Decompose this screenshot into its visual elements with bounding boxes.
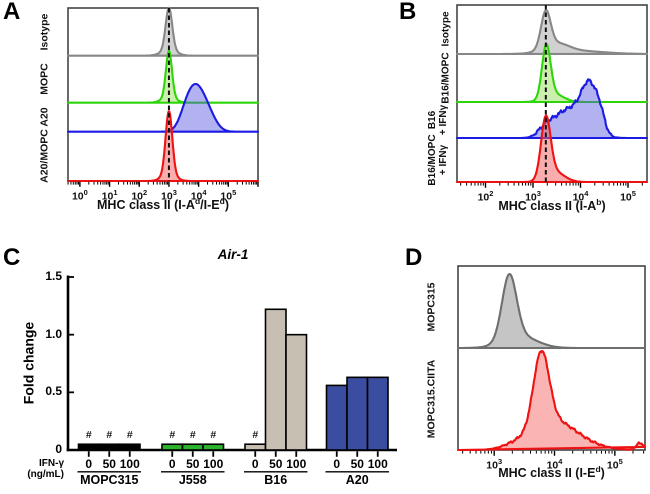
panel-a-histogram-curve-0: [66, 6, 260, 57]
panel-c-dose-label: 100: [286, 457, 307, 471]
panel-d-plot-border: [457, 265, 646, 451]
panel-c-dose-label: 50: [269, 457, 283, 471]
panel-c-dose-label: 100: [119, 457, 140, 471]
panel-a-x-tick-label-10e3: 103: [161, 187, 177, 203]
panel-b-histogram-curve-1: [455, 43, 649, 104]
panel-c-below-detection-hash: #: [85, 429, 92, 442]
panel-d-letter: D: [405, 244, 423, 271]
panel-b-histogram-curve-0: [455, 9, 649, 56]
panel-a-x-tick-label-10e1: 101: [101, 187, 118, 203]
panel-c-group-label: B16: [264, 473, 288, 487]
panel-c-bar-MOPC315-0: [77, 443, 100, 451]
panel-d-x-axis-label: MHC class II (I-Ed): [458, 464, 645, 480]
panel-c-dose-label: 50: [186, 457, 200, 471]
panel-c-group-label: A20: [345, 473, 369, 487]
panel-b-histogram-curve-2: [455, 78, 649, 140]
panel-d-histogram-curve-1: [456, 350, 647, 452]
panel-a-xlabel-text: MHC class II (I-A: [97, 198, 195, 213]
panel-c-bar-MOPC315-100: [118, 443, 141, 451]
panel-b-x-axis-label: MHC class II (I-Ab): [457, 197, 647, 213]
panel-c-dose-label: 0: [251, 457, 259, 471]
panel-c-below-detection-hash: #: [169, 429, 176, 442]
panel-c-bar-B16-0: [244, 443, 267, 451]
panel-d-x-tick-label-10e5: 105: [606, 456, 623, 472]
panel-c-bar-J558-100: [202, 443, 225, 451]
panel-c-below-detection-hash: #: [252, 429, 259, 442]
panel-d-histogram-curve-0: [456, 272, 647, 350]
panel-a-letter: A: [3, 0, 21, 25]
panel-b-x-tick-label-10e4: 104: [572, 188, 589, 204]
panel-c-bar-J558-50: [181, 443, 204, 451]
panel-c-dose-label: 100: [203, 457, 224, 471]
panel-c-y-tick-label: 0.5: [45, 384, 62, 399]
panel-c-y-tick-label: 0: [55, 442, 62, 456]
panel-c-bar-A20-50: [346, 376, 369, 451]
panel-a-x-tick-label-10e2: 102: [131, 187, 148, 203]
panel-b-x-tick-label-10e3: 103: [525, 188, 541, 204]
panel-d-xlabel-sup1: d: [595, 464, 601, 474]
panel-c-dose-label: 50: [102, 457, 116, 471]
panel-a-histogram-curve-1: [66, 49, 260, 104]
panel-c-title: Air-1: [217, 247, 249, 262]
panel-c-dose-label: 50: [350, 457, 364, 471]
panel-c-y-tick-label: 1.0: [45, 326, 62, 341]
panel-c-bar-B16-50: [264, 308, 287, 451]
panel-b-histogram-curve-3: [455, 114, 649, 184]
panel-a-row-label-a20: A20: [38, 107, 51, 127]
panel-a-x-tick-label-10e4: 104: [190, 187, 207, 203]
panel-b-x-tick-label-10e2: 102: [477, 188, 494, 204]
panel-c-bar-A20-0: [325, 384, 348, 451]
panel-c-below-detection-hash: #: [106, 429, 113, 442]
panel-c-group-label: J558: [178, 473, 207, 487]
panel-c-dose-label: 0: [333, 457, 341, 471]
panel-d-xlabel-post: ): [600, 466, 605, 481]
panel-a-histogram-curve-2: [66, 82, 260, 133]
panel-a-xlabel-post: ): [224, 198, 229, 213]
panel-c-letter: C: [3, 244, 21, 271]
panel-a-xlabel-mid: /I-E: [200, 198, 220, 213]
panel-b-row-label-b16mopc-ifng: B16/MOPC + IFNγ: [427, 134, 449, 186]
panel-b-xlabel-text: MHC class II (I-A: [498, 199, 597, 214]
panel-c-below-detection-hash: #: [189, 429, 196, 442]
panel-b-x-tick-label-10e5: 105: [620, 188, 636, 204]
panel-c-y-tick-label: 1.5: [45, 269, 62, 283]
panel-c-bar-A20-100: [366, 376, 389, 451]
panel-c-dose-label: 0: [85, 457, 93, 471]
panel-a-row-label-mopc: MOPC: [38, 63, 51, 95]
panel-a-row-label-a20mopc: A20/MOPC: [38, 129, 51, 183]
panel-b-xlabel-post: ): [601, 199, 606, 214]
panel-c-bar-J558-0: [161, 443, 184, 451]
panel-b-xlabel-sup1: b: [596, 197, 602, 207]
panel-c-bar-MOPC315-50: [98, 443, 121, 451]
panel-a-x-axis-label: MHC class II (I-Ad/I-Ed): [58, 196, 268, 212]
panel-a-x-tick-label-10e0: 100: [71, 187, 88, 203]
panel-d-x-tick-label-10e4: 104: [546, 456, 563, 472]
panel-a-xlabel-sup1: d: [194, 196, 201, 206]
panel-c-group-label: MOPC315: [80, 473, 139, 487]
panel-c-below-detection-hash: #: [210, 429, 217, 442]
panel-b-row-label-isotype: Isotype: [440, 11, 452, 47]
panel-a-xlabel-sup2: d: [219, 196, 225, 206]
panel-c-dose-label: 0: [168, 457, 176, 471]
panel-c-bar-B16-100: [285, 333, 308, 451]
panel-d-x-tick-label-10e3: 103: [486, 456, 503, 472]
panel-d-xlabel-text: MHC class II (I-E: [498, 466, 596, 481]
panel-a-x-tick-label-10e5: 105: [220, 187, 237, 203]
panel-d-row-label-mopc315ciita: MOPC315.CIITA: [425, 359, 438, 439]
panel-a-row-label-isotype: Isotype: [38, 13, 51, 51]
panel-b-row-label-b16-ifng: B16 + IFNγ: [427, 104, 449, 136]
panel-b-letter: B: [399, 0, 417, 25]
panel-c-dose-label: 100: [367, 457, 388, 471]
panel-a-histogram-curve-3: [66, 110, 260, 183]
panel-b-row-label-b16mopc: B16/MOPC: [440, 52, 452, 104]
panel-c-below-detection-hash: #: [126, 429, 133, 442]
panel-c-x-axis-row-label: IFN-γ (ng/mL): [27, 458, 64, 480]
panel-d-row-label-mopc315: MOPC315: [425, 282, 438, 332]
